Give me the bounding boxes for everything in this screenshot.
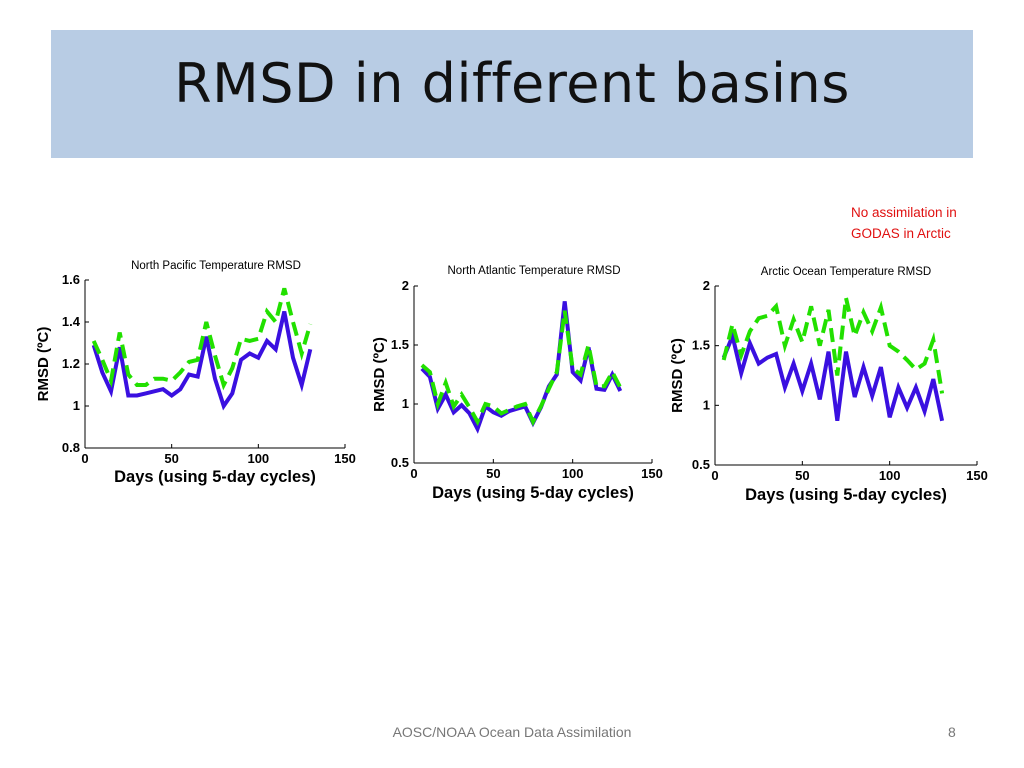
solid-series-line [721, 329, 945, 422]
x-tick-label: 50 [486, 466, 500, 481]
x-tick-label: 50 [164, 451, 178, 466]
x-tick-label: 100 [879, 468, 901, 483]
slide-title: RMSD in different basins [174, 52, 850, 115]
note-line-2: GODAS in Arctic [851, 226, 951, 241]
y-tick-label: 1.5 [692, 338, 710, 353]
y-tick-label: 0.5 [692, 457, 710, 472]
x-tick-label: 0 [81, 451, 88, 466]
chart-title: Arctic Ocean Temperature RMSD [761, 266, 931, 278]
slide-number: 8 [948, 724, 956, 740]
y-tick-label: 1.6 [62, 272, 80, 287]
north-pacific-chart-svg: North Pacific Temperature RMSD 0 50 100 150 0… [35, 260, 356, 486]
y-axis-label: RMSD (ºC) [35, 327, 52, 402]
y-tick-label: 2 [402, 278, 409, 293]
note-line-1: No assimilation in [851, 205, 957, 220]
y-tick-label: 1 [73, 398, 80, 413]
dashed-series-line [420, 310, 623, 427]
x-tick-label: 50 [795, 468, 809, 483]
north-atlantic-chart: North Atlantic Temperature RMSD 0 50 100 150… [362, 258, 672, 508]
chart-title: North Pacific Temperature RMSD [131, 260, 301, 272]
chart-title: North Atlantic Temperature RMSD [448, 265, 621, 277]
arctic-ocean-chart: Arctic Ocean Temperature RMSD 0 50 100 150 0.… [660, 258, 1000, 508]
north-pacific-chart: North Pacific Temperature RMSD 0 50 100 150 0… [30, 250, 370, 500]
y-tick-label: 1.5 [391, 337, 409, 352]
solid-series-line [420, 301, 623, 434]
x-axis-label: Days (using 5-day cycles) [114, 468, 316, 486]
footer-text: AOSC/NOAA Ocean Data Assimilation [392, 724, 632, 740]
x-axis-label: Days (using 5-day cycles) [432, 484, 634, 502]
x-tick-label: 0 [410, 466, 417, 481]
y-tick-label: 1.4 [62, 314, 81, 329]
dashed-series-line [91, 287, 313, 391]
y-tick-label: 0.8 [62, 440, 80, 455]
x-tick-label: 150 [334, 451, 356, 466]
title-band: RMSD in different basins [51, 30, 973, 158]
y-tick-label: 1 [402, 396, 409, 411]
y-tick-label: 1.2 [62, 356, 80, 371]
y-axis-label: RMSD (ºC) [371, 337, 388, 412]
x-tick-label: 150 [641, 466, 663, 481]
x-tick-label: 100 [247, 451, 269, 466]
y-tick-label: 0.5 [391, 455, 409, 470]
x-tick-label: 0 [711, 468, 718, 483]
solid-series-line [91, 311, 313, 411]
y-axis-label: RMSD (ºC) [669, 338, 686, 413]
dashed-series-line [721, 297, 945, 394]
x-axis-label: Days (using 5-day cycles) [745, 486, 947, 504]
y-tick-label: 2 [703, 278, 710, 293]
north-atlantic-chart-svg: North Atlantic Temperature RMSD 0 50 100 150… [371, 265, 663, 502]
arctic-note: No assimilation in GODAS in Arctic [851, 202, 1011, 244]
y-tick-label: 1 [703, 397, 710, 412]
x-tick-label: 100 [562, 466, 584, 481]
arctic-ocean-chart-svg: Arctic Ocean Temperature RMSD 0 50 100 150 0.… [669, 266, 988, 504]
x-tick-label: 150 [966, 468, 988, 483]
